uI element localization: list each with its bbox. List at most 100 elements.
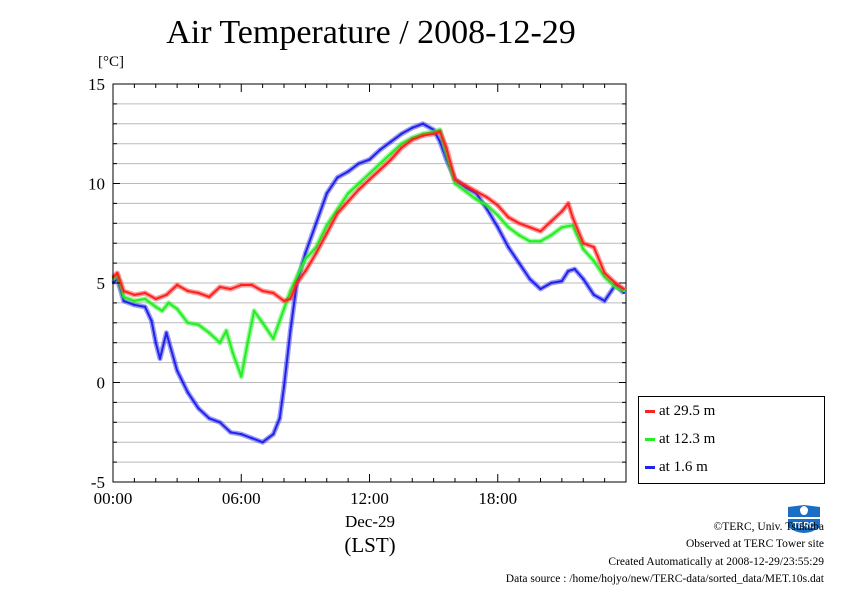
data-point	[378, 148, 382, 151]
data-point	[622, 291, 626, 295]
data-point	[165, 331, 168, 334]
data-point	[160, 309, 164, 313]
data-point	[400, 142, 403, 145]
data-point	[231, 351, 234, 354]
data-point	[154, 305, 157, 309]
data-point	[507, 245, 510, 249]
data-point	[186, 321, 190, 324]
data-point	[603, 299, 606, 303]
data-point	[368, 178, 371, 181]
data-point	[325, 232, 328, 235]
data-point	[346, 200, 350, 203]
data-point	[432, 128, 435, 131]
data-point	[116, 271, 119, 275]
data-point	[229, 287, 232, 291]
data-point	[582, 247, 585, 251]
data-point	[250, 283, 254, 287]
data-point	[400, 146, 403, 149]
data-point	[282, 299, 286, 303]
footer-copyright: ©TERC, Univ. Tsukuba	[713, 521, 824, 533]
data-point	[567, 202, 570, 205]
data-point	[485, 204, 489, 207]
data-point	[336, 212, 339, 215]
data-point	[346, 192, 350, 195]
data-point	[158, 357, 162, 360]
data-point	[567, 269, 570, 273]
data-point	[336, 176, 339, 179]
data-point	[432, 130, 435, 133]
data-point	[507, 226, 510, 229]
data-point	[603, 271, 606, 275]
data-point	[150, 319, 153, 323]
data-point	[289, 329, 292, 332]
data-point	[175, 283, 179, 287]
data-point	[378, 162, 382, 165]
data-point	[411, 126, 414, 129]
data-point	[133, 303, 136, 307]
data-point	[295, 281, 299, 285]
data-point	[539, 230, 542, 233]
data-point	[282, 307, 286, 311]
data-point	[614, 281, 617, 285]
data-point	[438, 130, 442, 133]
data-point	[252, 309, 256, 313]
grid-lines	[113, 103, 626, 463]
data-point	[246, 341, 249, 344]
x-tick-label: 18:00	[478, 489, 517, 508]
data-point	[175, 369, 179, 372]
x-tick-label: 12:00	[350, 489, 389, 508]
data-point	[314, 251, 318, 255]
data-point	[507, 216, 510, 219]
data-point	[389, 158, 393, 161]
x-axis-date-label: Dec-29	[344, 512, 396, 531]
data-point	[389, 140, 393, 143]
data-point	[389, 152, 393, 155]
data-point	[622, 289, 626, 293]
data-point	[517, 234, 521, 237]
data-point	[143, 305, 147, 309]
x-axis-timezone-label: (LST)	[344, 533, 396, 557]
data-point	[250, 437, 254, 440]
terc-logo-icon: TERC	[786, 503, 822, 537]
data-point	[304, 257, 307, 261]
data-point	[528, 277, 532, 281]
data-point	[400, 132, 403, 135]
data-point	[592, 259, 596, 263]
data-point	[122, 295, 125, 299]
data-point	[496, 214, 499, 217]
data-point	[197, 291, 200, 295]
data-point	[421, 122, 425, 126]
data-point	[539, 287, 542, 291]
data-point	[622, 287, 626, 291]
series-halo	[111, 129, 626, 304]
data-point	[229, 431, 232, 434]
data-point	[133, 299, 136, 303]
legend-item-29-5m: at 29.5 m	[645, 401, 715, 421]
data-point	[225, 329, 228, 332]
y-tick-label: 5	[97, 274, 106, 293]
data-point	[314, 245, 318, 249]
data-point	[560, 226, 564, 229]
data-point	[571, 224, 574, 227]
data-point	[167, 301, 170, 305]
data-point	[186, 289, 190, 293]
data-point	[496, 226, 499, 229]
legend-item-1-6m: at 1.6 m	[645, 457, 708, 477]
data-point	[368, 172, 371, 175]
chart-title: Air Temperature / 2008-12-29	[166, 14, 576, 51]
data-point	[411, 136, 414, 139]
data-point	[143, 297, 147, 301]
data-point	[240, 375, 243, 378]
data-point	[261, 441, 264, 444]
data-point	[261, 321, 264, 324]
data-point	[592, 245, 596, 249]
data-point	[314, 222, 318, 225]
data-point	[582, 277, 585, 281]
data-point	[304, 251, 307, 255]
series-lines	[111, 121, 626, 445]
data-point	[133, 293, 136, 297]
data-point	[240, 433, 243, 436]
data-point	[573, 267, 576, 271]
data-point	[517, 222, 521, 225]
data-point	[496, 204, 499, 207]
